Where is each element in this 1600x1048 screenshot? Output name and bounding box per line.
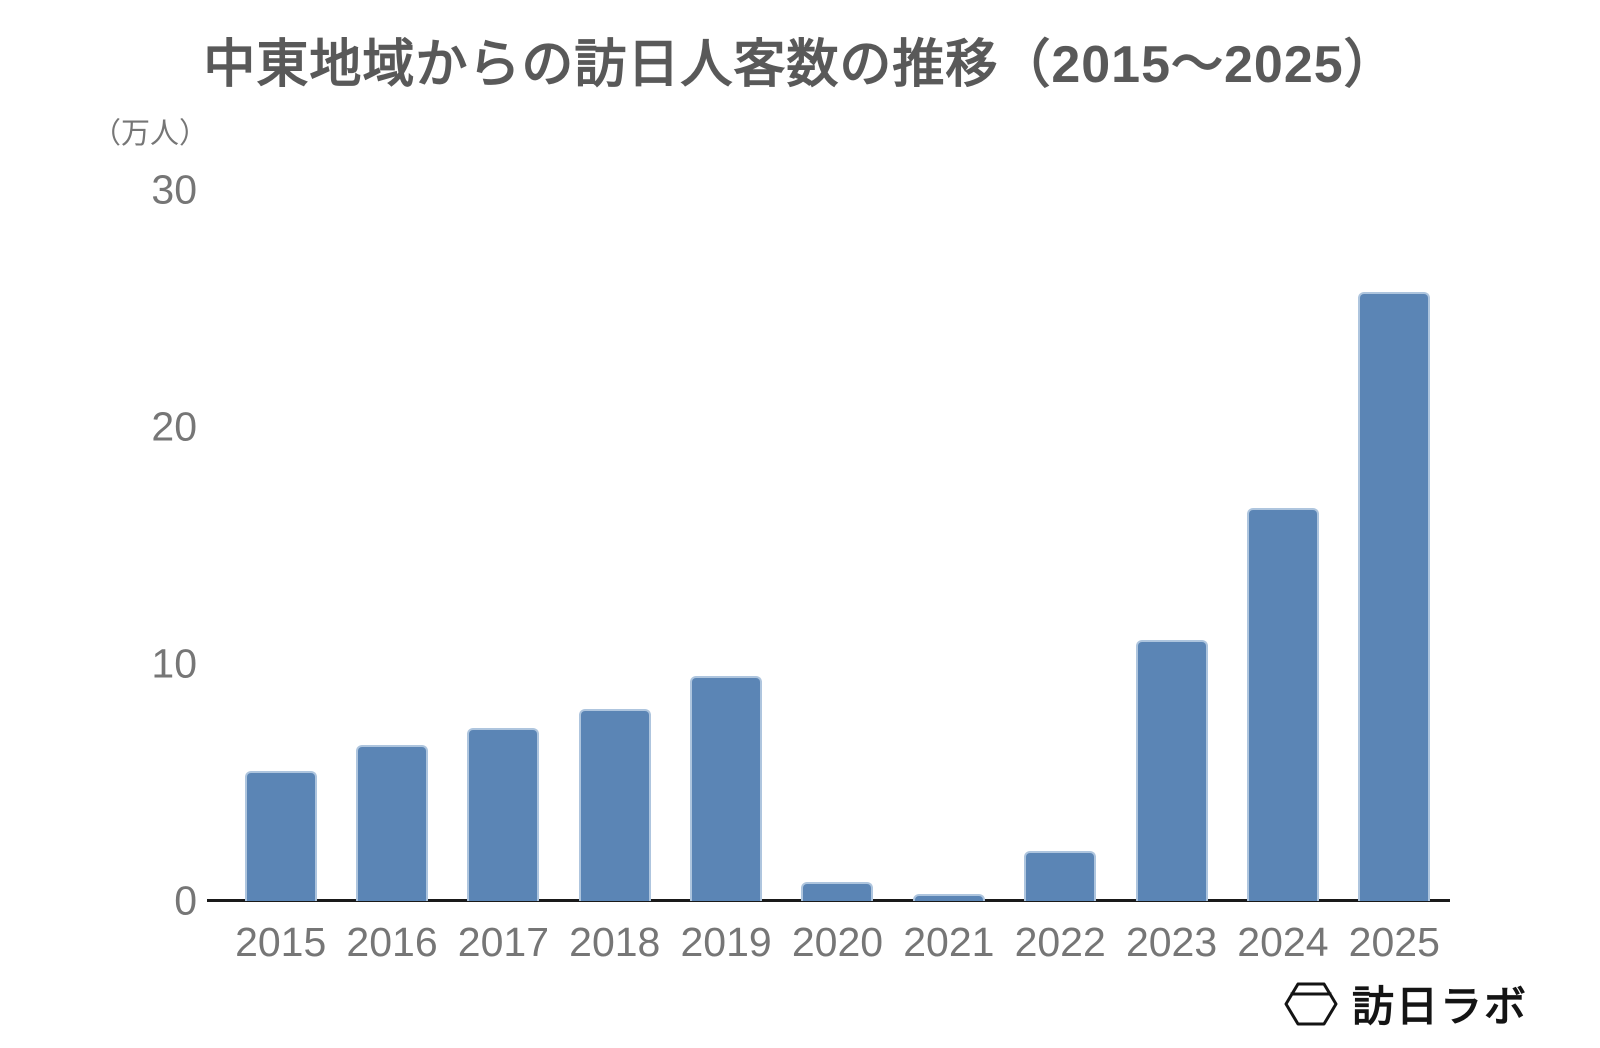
x-axis-label-2022: 2022 bbox=[1014, 919, 1106, 965]
y-axis-tick-label: 20 bbox=[151, 403, 197, 450]
x-axis-label-2025: 2025 bbox=[1348, 919, 1440, 965]
x-axis-label-2020: 2020 bbox=[791, 919, 884, 965]
hexagon-logo-icon bbox=[1284, 981, 1338, 1027]
plot-area: 0 10 20 30 bbox=[151, 169, 1450, 921]
bar-slot bbox=[670, 190, 781, 901]
bar-2024 bbox=[1246, 507, 1319, 901]
x-axis-label-2023: 2023 bbox=[1125, 919, 1218, 965]
bar-2019 bbox=[690, 675, 763, 901]
x-axis-labels: 2015 2016 2017 2018 2019 2020 2021 2022 2023 2024… bbox=[225, 914, 1450, 971]
x-axis-label-2024: 2024 bbox=[1237, 919, 1329, 965]
bar-2016 bbox=[356, 744, 429, 901]
bar-2023 bbox=[1135, 640, 1208, 901]
chart-title: 中東地域からの訪日人客数の推移（2015～2025） bbox=[203, 36, 1397, 94]
bar-2025 bbox=[1358, 291, 1431, 901]
bar-2015 bbox=[244, 770, 317, 901]
logo-text: 訪日ラボ bbox=[1351, 983, 1528, 1030]
x-axis-label-2019: 2019 bbox=[680, 919, 772, 965]
bar-slot bbox=[1339, 190, 1450, 901]
bar-slot bbox=[559, 190, 670, 901]
brand-logo: 訪日ラボ bbox=[1284, 973, 1528, 1034]
x-axis-label-2018: 2018 bbox=[569, 919, 661, 965]
y-axis-unit-label: （万人） bbox=[92, 118, 209, 150]
bar-2021 bbox=[912, 893, 985, 901]
bar-slot bbox=[448, 190, 559, 901]
bar-slot bbox=[1116, 190, 1227, 901]
bar-2018 bbox=[578, 709, 651, 901]
x-axis-label-2021: 2021 bbox=[903, 919, 995, 965]
bar-slot bbox=[1005, 190, 1116, 901]
bar-slot bbox=[336, 190, 447, 901]
x-axis-label-2015: 2015 bbox=[235, 919, 327, 965]
y-axis-tick-label: 30 bbox=[151, 166, 197, 213]
bar-slot bbox=[782, 190, 893, 901]
bar-slot bbox=[225, 190, 336, 901]
bar-slot bbox=[893, 190, 1004, 901]
bar-2020 bbox=[801, 882, 874, 901]
x-axis-label-2016: 2016 bbox=[346, 919, 438, 965]
bar-series bbox=[225, 190, 1450, 901]
bar-slot bbox=[1227, 190, 1338, 901]
x-axis-label-2017: 2017 bbox=[457, 919, 549, 965]
bar-2022 bbox=[1024, 851, 1097, 901]
y-axis-tick-label: 10 bbox=[151, 640, 197, 687]
y-axis-tick-label: 0 bbox=[174, 877, 197, 924]
bar-2017 bbox=[467, 728, 540, 901]
